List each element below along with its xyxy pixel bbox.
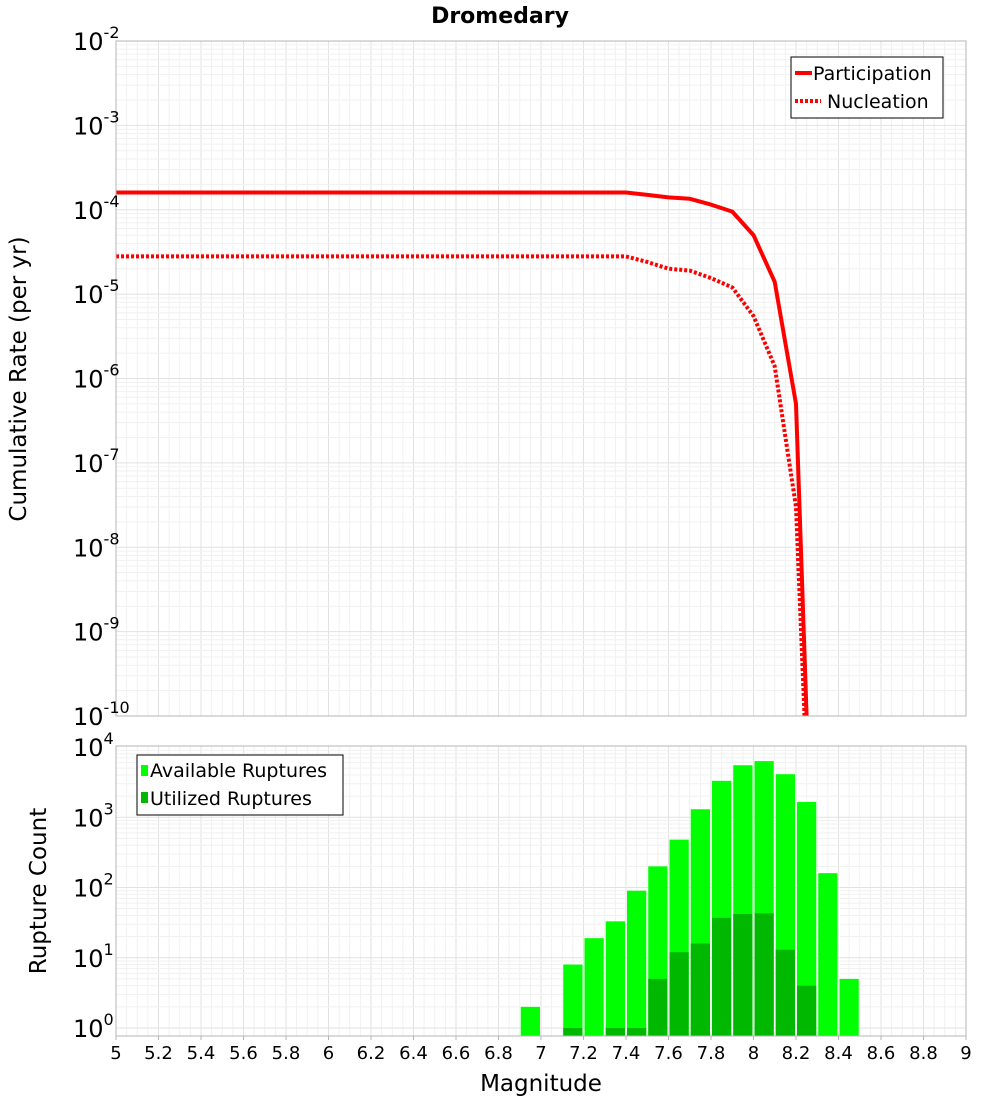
available-bar xyxy=(563,964,583,1036)
count-y-tick-label: 102 xyxy=(73,870,114,903)
count-y-tick-label: 104 xyxy=(73,729,114,762)
utilized-bar xyxy=(712,917,732,1036)
rate-grid xyxy=(115,41,967,717)
count-y-axis-label: Rupture Count xyxy=(26,808,52,974)
count-y-ticks: 100 101 102 103 104 xyxy=(73,729,114,1043)
count-x-tick-label: 5 xyxy=(110,1043,121,1064)
count-x-tick-label: 8 xyxy=(748,1043,759,1064)
nucleation-legend-label: Nucleation xyxy=(827,91,929,113)
available-bar xyxy=(520,1006,540,1036)
utilized-bar xyxy=(733,913,753,1036)
rate-series xyxy=(116,190,809,717)
count-x-tick-label: 5.4 xyxy=(187,1043,216,1064)
count-x-tick-label: 7.8 xyxy=(697,1043,726,1064)
rate-y-tick-label: 10-10 xyxy=(73,698,130,731)
utilized-bar xyxy=(754,913,774,1036)
count-legend-box xyxy=(136,754,344,816)
count-x-tick-label: 8.8 xyxy=(909,1043,938,1064)
available-legend-label: Available Ruptures xyxy=(150,760,327,782)
count-x-tick-label: 5.2 xyxy=(144,1043,173,1064)
available-bar xyxy=(627,890,647,1036)
rate-y-tick-label: 10-7 xyxy=(73,445,120,478)
utilized-bar xyxy=(627,1028,647,1036)
count-x-tick-label: 6.2 xyxy=(357,1043,386,1064)
rate-y-tick-label: 10-4 xyxy=(73,192,120,225)
rate-legend-box xyxy=(790,56,944,119)
count-x-tick-label: 6.6 xyxy=(442,1043,471,1064)
available-legend-swatch xyxy=(141,765,148,776)
count-legend: Available Ruptures Utilized Ruptures xyxy=(136,754,344,816)
count-x-tick-label: 8.4 xyxy=(824,1043,853,1064)
participation-line xyxy=(116,190,809,717)
rate-y-tick-label: 10-2 xyxy=(73,23,120,56)
count-x-tick-label: 7.6 xyxy=(654,1043,683,1064)
count-x-tick-label: 9 xyxy=(960,1043,971,1064)
count-x-tick-label: 6.4 xyxy=(399,1043,428,1064)
rate-plot-frame xyxy=(115,40,967,717)
count-y-tick-label: 100 xyxy=(73,1010,114,1043)
count-x-tick-label: 7.2 xyxy=(569,1043,598,1064)
count-y-tick-label: 103 xyxy=(73,799,114,832)
available-bar xyxy=(839,978,859,1036)
utilized-bar xyxy=(648,978,668,1036)
available-bar xyxy=(797,801,817,1036)
rate-y-axis-label: Cumulative Rate (per yr) xyxy=(6,236,32,521)
count-y-tick-label: 101 xyxy=(73,940,114,973)
utilized-bar xyxy=(563,1028,583,1036)
count-bars xyxy=(520,761,859,1036)
count-x-tick-label: 6.8 xyxy=(484,1043,513,1064)
count-x-tick-label: 8.2 xyxy=(782,1043,811,1064)
rate-y-tick-label: 10-8 xyxy=(73,529,120,562)
count-x-tick-label: 5.8 xyxy=(272,1043,301,1064)
rate-y-tick-label: 10-6 xyxy=(73,361,120,394)
count-x-tick-label: 5.6 xyxy=(229,1043,258,1064)
rate-y-tick-label: 10-5 xyxy=(73,276,120,309)
chart-title: Dromedary xyxy=(431,4,569,29)
rate-y-tick-label: 10-3 xyxy=(73,107,120,140)
utilized-bar xyxy=(797,985,817,1036)
count-x-ticks: 5 5.2 5.4 5.6 5.8 6 6.2 6.4 6.6 6.8 7 7.2 7.4 7.6 7.8 8… xyxy=(110,1036,972,1064)
count-x-tick-label: 7 xyxy=(535,1043,546,1064)
rate-legend: Participation Nucleation xyxy=(790,56,944,119)
participation-legend-label: Participation xyxy=(813,63,932,85)
count-x-tick-label: 8.6 xyxy=(867,1043,896,1064)
count-x-axis-label: Magnitude xyxy=(480,1071,602,1097)
rate-y-tick-label: 10-9 xyxy=(73,614,120,647)
utilized-bar xyxy=(605,1028,625,1036)
rupture-count-chart: 100 101 102 103 104 5 5.2 5.4 5.6 5.8 6 6.2 6.4 6.6 6… xyxy=(26,729,972,1097)
utilized-bar xyxy=(669,952,689,1036)
available-bar xyxy=(584,938,604,1036)
available-bar xyxy=(818,873,838,1036)
utilized-bar xyxy=(690,943,710,1036)
utilized-bar xyxy=(775,949,795,1036)
utilized-legend-swatch xyxy=(141,792,148,803)
rate-chart: Dromedary 10-210-310-410-510-610-710-810… xyxy=(6,4,967,731)
count-x-tick-label: 6 xyxy=(323,1043,334,1064)
rate-y-ticks: 10-2 10-3 10-4 10-5 10-6 10-7 10-8 10-9 10-10 xyxy=(73,23,130,731)
available-bar xyxy=(605,921,625,1036)
count-x-tick-label: 7.4 xyxy=(612,1043,641,1064)
utilized-legend-label: Utilized Ruptures xyxy=(150,788,312,810)
